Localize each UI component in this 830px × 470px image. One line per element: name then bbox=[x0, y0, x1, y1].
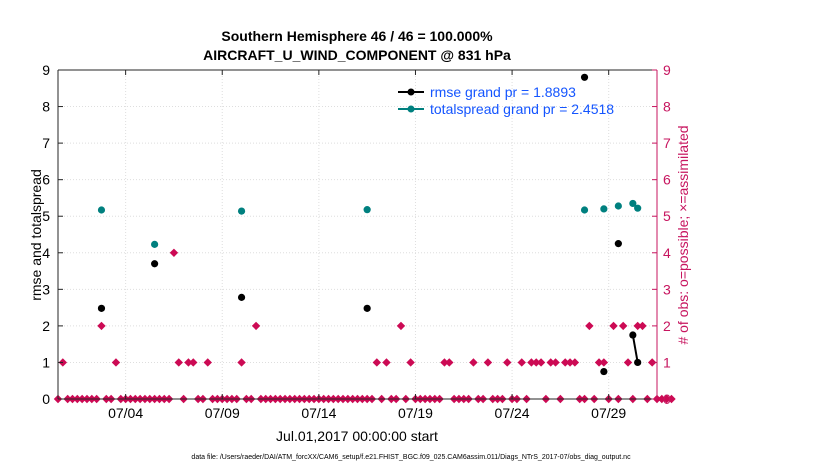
obs-count-marker bbox=[623, 358, 633, 367]
y-left-tick-label: 1 bbox=[42, 354, 50, 370]
obs-count-marker bbox=[184, 358, 193, 367]
obs-count-marker bbox=[657, 394, 667, 404]
obs-count-marker bbox=[561, 358, 570, 367]
y-right-tick-label: 6 bbox=[663, 172, 671, 188]
obs-count-marker bbox=[546, 358, 555, 367]
obs-count-marker bbox=[551, 358, 560, 367]
x-tick-label: 07/19 bbox=[398, 405, 433, 421]
rmse-point bbox=[151, 260, 159, 268]
obs-count-marker bbox=[174, 358, 183, 367]
obs-count-marker bbox=[396, 321, 406, 331]
y-left-tick-label: 3 bbox=[42, 281, 50, 297]
y-right-tick-label: 8 bbox=[663, 99, 671, 115]
obs-count-marker bbox=[503, 358, 512, 367]
obs-count-marker bbox=[440, 358, 449, 367]
rmse-point bbox=[580, 73, 589, 81]
obs-count-marker bbox=[483, 358, 493, 367]
obs-count-marker bbox=[532, 358, 541, 367]
x-tick-label: 07/24 bbox=[495, 405, 530, 421]
obs-count-marker bbox=[97, 321, 106, 331]
y-right-tick-label: 3 bbox=[663, 281, 671, 297]
legend-rmse-label: rmse grand pr = 1.8893 bbox=[430, 84, 576, 100]
obs-count-marker bbox=[372, 358, 382, 367]
legend: rmse grand pr = 1.8893 totalspread grand… bbox=[398, 84, 614, 117]
ticks-layer: 0 0 1 1 2 2 3 3 4 4 5 5 6 6 7 7 8 8 9 9 07/04 07/09 07/14 07/19… bbox=[42, 62, 671, 421]
right-y-axis-label: # of obs: o=possible; ×=assimilated bbox=[675, 125, 691, 344]
x-axis-label: Jul.01,2017 00:00:00 start bbox=[276, 428, 438, 444]
y-right-tick-label: 5 bbox=[663, 208, 671, 224]
spread-point bbox=[97, 206, 106, 214]
legend-rmse-marker bbox=[407, 88, 415, 96]
series-layer bbox=[97, 73, 642, 376]
spread-point bbox=[237, 207, 246, 215]
grid-layer bbox=[58, 70, 657, 399]
obs-count-marker bbox=[382, 358, 391, 367]
rmse-point bbox=[363, 304, 371, 312]
x-tick-label: 07/14 bbox=[301, 405, 336, 421]
y-left-tick-label: 7 bbox=[42, 135, 50, 151]
obs-count-marker bbox=[469, 358, 478, 367]
obs-count-marker bbox=[237, 358, 246, 367]
rmse-point bbox=[614, 240, 622, 248]
y-right-tick-label: 9 bbox=[663, 62, 671, 78]
y-left-tick-label: 5 bbox=[42, 208, 50, 224]
obs-count-marker bbox=[662, 394, 671, 404]
spread-point bbox=[151, 240, 159, 248]
spread-point bbox=[634, 204, 642, 212]
obs-count-marker bbox=[638, 321, 647, 331]
obs-count-marker bbox=[111, 358, 121, 367]
obs-count-marker bbox=[536, 358, 546, 367]
y-left-tick-label: 4 bbox=[42, 245, 50, 261]
obs-count-marker bbox=[406, 358, 415, 367]
obs-count-marker bbox=[609, 321, 618, 331]
left-y-axis-label: rmse and totalspread bbox=[28, 169, 44, 301]
obs-count-marker bbox=[565, 358, 575, 367]
y-left-tick-label: 0 bbox=[42, 391, 50, 407]
y-right-tick-label: 1 bbox=[663, 354, 671, 370]
obs-count-marker bbox=[599, 358, 609, 367]
spread-point bbox=[614, 202, 622, 210]
rmse-point bbox=[237, 293, 246, 301]
y-left-tick-label: 9 bbox=[42, 62, 50, 78]
y-left-tick-label: 2 bbox=[42, 318, 50, 334]
data-file-footer: data file: /Users/raeder/DAI/ATM_forcXX/… bbox=[191, 454, 631, 461]
y-right-tick-label: 7 bbox=[663, 135, 671, 151]
x-tick-label: 07/04 bbox=[108, 405, 143, 421]
rmse-line-segment bbox=[631, 334, 639, 363]
legend-spread-label: totalspread grand pr = 2.4518 bbox=[430, 101, 614, 117]
x-tick-label: 07/29 bbox=[591, 405, 626, 421]
rmse-point bbox=[600, 367, 608, 376]
obs-count-marker bbox=[517, 358, 526, 367]
rmse-point bbox=[97, 304, 106, 312]
spread-point bbox=[600, 205, 608, 213]
obs-count-marker bbox=[445, 358, 454, 367]
legend-spread-marker bbox=[407, 105, 415, 113]
obs-count-marker bbox=[667, 394, 676, 404]
chart-title-line1: Southern Hemisphere 46 / 46 = 100.000% bbox=[221, 28, 493, 44]
chart-title-line2: AIRCRAFT_U_WIND_COMPONENT @ 831 hPa bbox=[203, 47, 511, 63]
y-left-tick-label: 6 bbox=[42, 172, 50, 188]
obs-count-marker bbox=[570, 358, 580, 367]
y-right-tick-label: 0 bbox=[663, 391, 671, 407]
plot-area bbox=[58, 70, 657, 399]
y-right-tick-label: 4 bbox=[663, 245, 671, 261]
obs-count-marker bbox=[594, 358, 604, 367]
obs-count-marker bbox=[251, 321, 261, 331]
rmse-point bbox=[629, 331, 637, 339]
spread-point bbox=[629, 199, 637, 208]
obs-count-marker bbox=[585, 321, 594, 331]
obs-count-marker bbox=[189, 358, 198, 367]
obs-count-marker bbox=[633, 321, 642, 331]
obs-count-marker bbox=[169, 248, 179, 257]
x-tick-label: 07/09 bbox=[205, 405, 240, 421]
spread-point bbox=[580, 206, 589, 214]
obs-count-marker bbox=[618, 321, 628, 331]
y-left-tick-label: 8 bbox=[42, 99, 50, 115]
y-right-tick-label: 2 bbox=[663, 318, 671, 334]
spread-point bbox=[363, 206, 371, 214]
obs-count-marker bbox=[203, 358, 212, 367]
rmse-point bbox=[634, 358, 642, 367]
obs-count-marker bbox=[527, 358, 536, 367]
